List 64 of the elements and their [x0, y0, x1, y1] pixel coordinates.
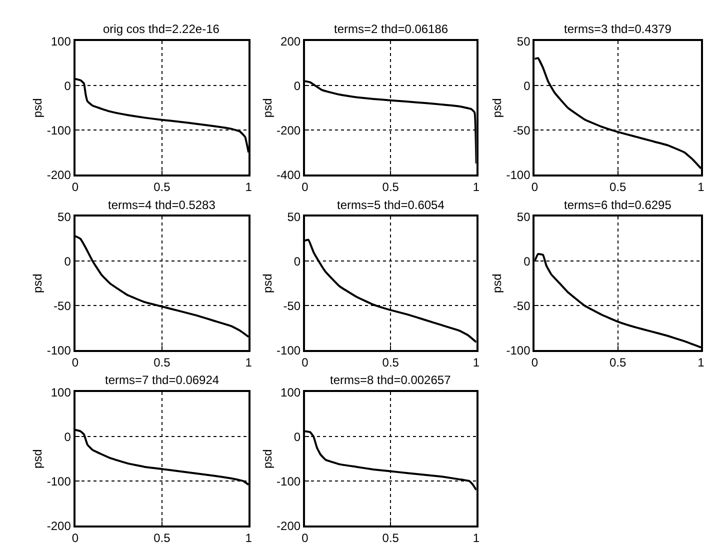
- y-tick-label: -50: [283, 298, 301, 313]
- y-tick-label: -50: [54, 298, 72, 313]
- y-tick-label: 50: [287, 210, 301, 224]
- x-tick-label: 0.5: [382, 531, 400, 546]
- y-tick-label: -200: [276, 518, 301, 533]
- y-tick-label: 0: [64, 430, 72, 444]
- y-tick-label: 100: [50, 385, 72, 400]
- y-tick-label: -100: [276, 474, 301, 488]
- y-tick-label: 0: [64, 254, 72, 268]
- y-tick-label: -200: [46, 168, 72, 182]
- y-tick-label: -100: [46, 474, 72, 488]
- y-axis-title: psd: [30, 98, 45, 118]
- y-tick-label: 100: [50, 34, 72, 48]
- y-axis-title: psd: [490, 98, 504, 118]
- y-tick-label: 50: [58, 210, 72, 224]
- y-tick-label: 0: [64, 78, 72, 93]
- y-tick-label: 50: [516, 34, 531, 48]
- y-tick-label: 50: [516, 210, 531, 224]
- x-tick-label: 1: [698, 180, 705, 194]
- x-tick-label: 1: [245, 180, 252, 194]
- y-tick-label: 0: [294, 78, 301, 93]
- chart-title: orig cos thd=2.22e-16: [103, 22, 220, 36]
- y-tick-label: -100: [276, 343, 301, 358]
- y-tick-label: 0: [294, 254, 301, 268]
- y-tick-label: 0: [524, 254, 531, 268]
- y-tick-label: 200: [280, 34, 301, 48]
- chart-title: terms=2 thd=0.06186: [334, 22, 448, 36]
- y-axis-title: psd: [490, 274, 504, 294]
- y-tick-label: 0: [294, 430, 301, 444]
- y-tick-label: -100: [46, 123, 72, 138]
- y-tick-label: -100: [506, 168, 531, 182]
- y-axis-title: psd: [30, 449, 45, 469]
- x-tick-label: 0.5: [154, 356, 171, 370]
- y-tick-label: -50: [512, 123, 531, 138]
- x-tick-label: 0.5: [382, 356, 400, 370]
- x-tick-label: 0.5: [154, 531, 171, 546]
- y-tick-label: -100: [46, 343, 72, 358]
- x-tick-label: 0.5: [610, 180, 627, 194]
- x-tick-label: 1: [698, 356, 705, 370]
- chart-title: terms=4 thd=0.5283: [108, 198, 216, 212]
- y-axis-title: psd: [30, 274, 45, 294]
- y-tick-label: -100: [506, 343, 531, 358]
- x-tick-label: 1: [472, 356, 480, 370]
- x-tick-label: 0.5: [382, 180, 400, 194]
- x-tick-label: 1: [245, 356, 252, 370]
- x-tick-label: 0.5: [154, 180, 171, 194]
- y-tick-label: -200: [276, 123, 301, 138]
- x-tick-label: 0.5: [610, 356, 627, 370]
- y-tick-label: 100: [280, 385, 301, 400]
- chart-title: terms=5 thd=0.6054: [337, 198, 445, 212]
- chart-title: terms=8 thd=0.002657: [330, 373, 452, 387]
- chart-title: terms=3 thd=0.4379: [564, 22, 672, 36]
- x-tick-label: 1: [245, 531, 252, 546]
- y-axis-title: psd: [260, 449, 274, 469]
- x-tick-label: 1: [472, 531, 480, 546]
- y-tick-label: 0: [524, 78, 531, 93]
- y-tick-label: -50: [512, 298, 531, 313]
- y-tick-label: -200: [46, 518, 72, 533]
- chart-title: terms=6 thd=0.6295: [564, 198, 672, 212]
- y-axis-title: psd: [260, 98, 274, 118]
- y-axis-title: psd: [260, 274, 274, 294]
- chart-title: terms=7 thd=0.06924: [105, 373, 220, 387]
- y-tick-label: -400: [276, 168, 301, 182]
- x-tick-label: 1: [472, 180, 480, 194]
